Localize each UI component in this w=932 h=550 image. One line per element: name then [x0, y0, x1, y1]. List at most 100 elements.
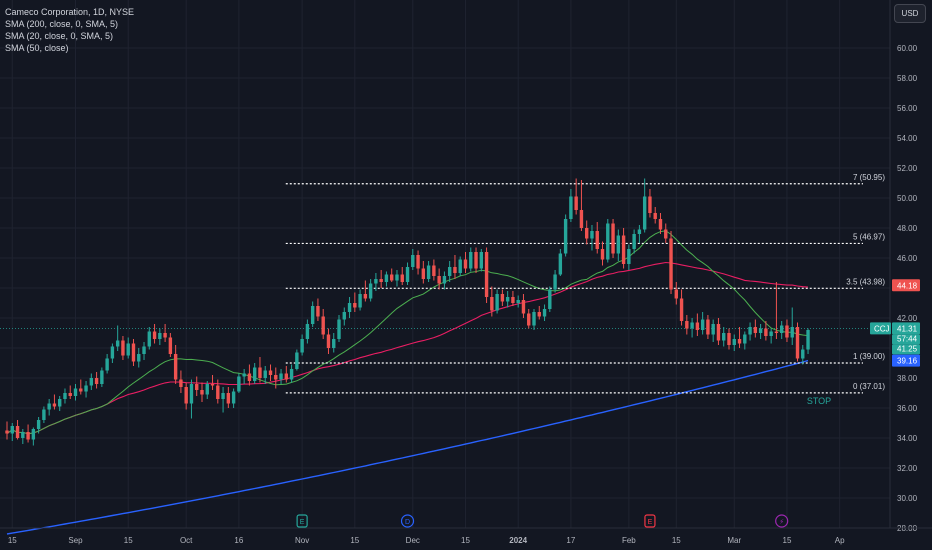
candle-body	[548, 289, 552, 309]
candle-body	[36, 420, 41, 429]
candle-body	[516, 300, 520, 303]
candle-body	[137, 354, 141, 362]
candle-body	[458, 259, 462, 273]
candle-body	[627, 249, 631, 264]
candle-body	[495, 294, 499, 311]
sma200-badge	[892, 354, 920, 367]
indicator-sma200[interactable]: SMA (200, close, 0, SMA, 5)	[5, 19, 119, 29]
candle-body	[669, 238, 673, 290]
event-icon: E	[300, 519, 305, 526]
price-axis[interactable]: 60.00 58.00 56.00 54.00 52.00 50.00 48.00 46.00…	[889, 0, 918, 533]
candle-body	[168, 337, 173, 354]
candle-body	[585, 228, 589, 239]
candle-body	[395, 274, 399, 281]
candle-body	[758, 328, 763, 333]
candle-body	[400, 274, 404, 282]
candle-body	[231, 391, 236, 404]
candle-body	[421, 268, 426, 279]
candle-body	[68, 393, 72, 396]
event-icon: E	[648, 519, 653, 526]
symbol-badge	[870, 322, 891, 335]
candle-body	[58, 399, 62, 407]
candle-body	[94, 378, 99, 384]
candle-body	[785, 325, 789, 338]
event-icon: ⚡	[779, 518, 784, 526]
stop-label: STOP	[807, 396, 831, 406]
candle-body	[363, 294, 368, 299]
candle-body	[764, 328, 768, 336]
candle-body	[21, 432, 25, 438]
x-tick-label: 16	[234, 536, 243, 545]
candle-body	[268, 370, 273, 375]
candle-body	[653, 213, 657, 219]
y-tick-label: 30.00	[897, 494, 918, 503]
candle-body	[426, 265, 431, 279]
candle-body	[263, 370, 267, 378]
candle-body	[163, 333, 167, 338]
y-tick-label: 50.00	[897, 194, 918, 203]
sma50-badge-text: 44.18	[897, 281, 918, 290]
candle-body	[105, 358, 109, 371]
fib-level-label: 1 (39.00)	[853, 352, 885, 361]
candle-body	[274, 375, 278, 380]
candle-body	[748, 327, 752, 335]
candle-body	[553, 274, 557, 290]
x-tick-label: 15	[672, 536, 681, 545]
candle-body	[26, 432, 30, 440]
candle-body	[590, 231, 594, 239]
candle-body	[706, 319, 710, 335]
candle-body	[210, 384, 215, 386]
y-tick-label: 54.00	[897, 134, 918, 143]
symbol-line[interactable]: Cameco Corporation, 1D, NYSE	[5, 7, 135, 17]
candle-body	[511, 297, 515, 303]
candle-body	[732, 339, 736, 345]
y-tick-label: 32.00	[897, 464, 918, 473]
y-tick-label: 60.00	[897, 44, 918, 53]
candle-body	[779, 325, 784, 333]
y-tick-label: 48.00	[897, 224, 918, 233]
candle-body	[115, 340, 120, 347]
candle-body	[600, 249, 605, 260]
sma200-line	[6, 359, 809, 535]
candle-body	[142, 346, 146, 354]
y-tick-label: 46.00	[897, 254, 918, 263]
candle-body	[121, 340, 125, 356]
x-tick-label: Oct	[180, 536, 193, 545]
candle-body	[110, 346, 115, 359]
indicator-sma20[interactable]: SMA (20, close, 0, SMA, 5)	[5, 31, 114, 41]
candle-body	[753, 327, 758, 333]
candle-body	[237, 376, 241, 392]
candle-body	[337, 319, 341, 339]
currency-button[interactable]: USD	[894, 4, 926, 23]
candle-body	[505, 297, 510, 302]
candle-body	[769, 331, 773, 336]
candle-body	[490, 297, 494, 311]
event-marker	[644, 514, 656, 528]
x-tick-label: Nov	[295, 536, 309, 545]
y-tick-label: 42.00	[897, 314, 918, 323]
candle-body	[200, 390, 204, 395]
indicator-sma50[interactable]: SMA (50, close)	[5, 43, 69, 53]
prev-price-badge-text: 41.25	[897, 344, 918, 353]
candle-body	[595, 231, 599, 249]
candle-body	[606, 223, 610, 260]
candle-body	[558, 253, 563, 275]
candle-body	[416, 255, 420, 269]
candle-body	[73, 388, 78, 396]
candle-body	[316, 306, 320, 317]
candle-body	[411, 255, 415, 267]
last-price-badge-text: 41.31	[897, 324, 918, 333]
candle-body	[147, 331, 151, 347]
sma200-badge-text: 39.16	[897, 357, 918, 366]
candle-body	[295, 352, 299, 369]
candle-body	[10, 426, 14, 434]
candle-body	[5, 430, 9, 434]
candle-body	[674, 289, 678, 299]
candle-body	[632, 234, 636, 249]
candle-body	[52, 403, 57, 407]
time-axis[interactable]: 15 Sep 15 Oct 16 Nov 15 Dec 15 2024 17 Feb 15 Mar 15 Ap	[0, 527, 932, 545]
last-price-badge	[892, 322, 920, 335]
candle-body	[173, 354, 178, 380]
candle-body	[437, 276, 441, 284]
